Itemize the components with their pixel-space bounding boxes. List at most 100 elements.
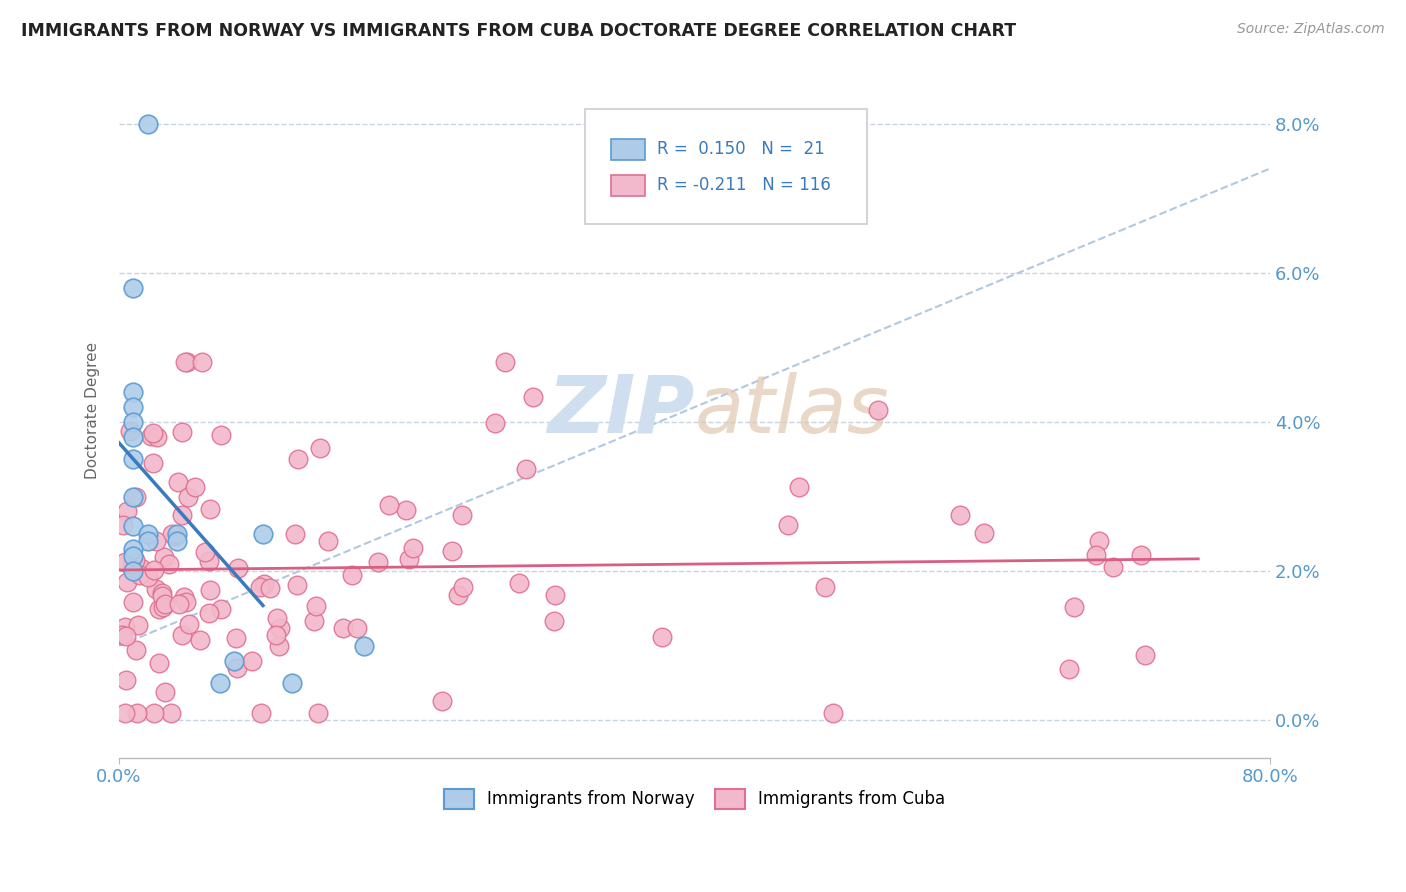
Point (155, 597, 177, 611)
Point (209, 428, 232, 442)
Point (543, 614, 565, 628)
Point (226, 560, 249, 574)
Point (340, 568, 363, 582)
Point (259, 581, 281, 595)
Point (778, 518, 800, 533)
Point (183, 480, 205, 494)
Point (1087, 534, 1109, 549)
Point (122, 281, 145, 295)
Point (176, 594, 198, 608)
Point (112, 517, 135, 532)
Text: R =  0.150   N =  21: R = 0.150 N = 21 (657, 140, 824, 159)
Point (1102, 560, 1125, 574)
Point (150, 589, 173, 603)
Y-axis label: Doctorate Degree: Doctorate Degree (86, 343, 100, 479)
Point (145, 582, 167, 596)
Point (307, 706, 329, 720)
Point (121, 595, 143, 609)
Point (252, 527, 274, 541)
Point (115, 503, 138, 517)
Point (304, 615, 326, 629)
Point (136, 534, 159, 549)
Point (447, 588, 470, 602)
Point (1129, 548, 1152, 562)
Point (269, 639, 291, 653)
Point (142, 426, 165, 441)
Point (118, 424, 141, 438)
Point (111, 628, 134, 642)
Point (142, 457, 165, 471)
Point (208, 676, 231, 690)
Point (280, 676, 302, 690)
Point (153, 550, 176, 565)
Point (146, 430, 169, 444)
Point (172, 628, 194, 642)
Point (127, 617, 149, 632)
Point (115, 575, 138, 590)
Point (346, 621, 368, 635)
Point (249, 581, 271, 595)
Point (136, 570, 159, 584)
Point (814, 580, 837, 594)
Point (139, 428, 162, 442)
Point (122, 519, 145, 533)
Point (152, 600, 174, 615)
Point (114, 620, 136, 634)
Point (868, 402, 890, 417)
Point (125, 490, 148, 504)
Point (949, 508, 972, 522)
Point (378, 498, 401, 512)
Point (167, 475, 190, 489)
Point (253, 577, 276, 591)
Point (160, 527, 183, 541)
Point (177, 490, 200, 504)
Point (240, 654, 263, 668)
Point (287, 452, 309, 467)
Point (266, 628, 288, 642)
Point (142, 563, 165, 577)
Point (250, 706, 273, 720)
Point (131, 561, 153, 575)
Point (353, 639, 375, 653)
Point (1135, 648, 1157, 662)
Point (209, 602, 232, 616)
Point (332, 621, 354, 635)
Point (176, 355, 198, 369)
Point (115, 629, 138, 643)
Point (973, 526, 995, 541)
Point (1057, 662, 1080, 676)
Point (148, 601, 170, 615)
Point (1063, 600, 1085, 615)
Point (266, 611, 288, 625)
Point (305, 599, 328, 614)
FancyBboxPatch shape (610, 139, 645, 160)
Point (136, 117, 159, 131)
Point (122, 452, 145, 467)
Point (129, 568, 152, 582)
Point (122, 415, 145, 429)
Point (398, 552, 420, 566)
Legend: Immigrants from Norway, Immigrants from Cuba: Immigrants from Norway, Immigrants from … (437, 782, 952, 815)
Point (224, 654, 246, 668)
Point (198, 502, 221, 516)
Point (122, 564, 145, 578)
Point (167, 597, 190, 611)
Point (198, 582, 221, 597)
Point (125, 642, 148, 657)
Point (1085, 548, 1108, 562)
Point (172, 508, 194, 523)
Point (173, 590, 195, 604)
Point (395, 502, 418, 516)
Point (821, 706, 844, 720)
Point (122, 400, 145, 414)
Point (544, 588, 567, 602)
Point (177, 616, 200, 631)
Point (651, 630, 673, 644)
Point (157, 557, 180, 571)
FancyBboxPatch shape (610, 175, 645, 196)
Text: IMMIGRANTS FROM NORWAY VS IMMIGRANTS FROM CUBA DOCTORATE DEGREE CORRELATION CHAR: IMMIGRANTS FROM NORWAY VS IMMIGRANTS FRO… (21, 22, 1017, 40)
Point (197, 554, 219, 568)
Point (441, 543, 464, 558)
Point (269, 621, 291, 635)
Point (285, 578, 308, 592)
